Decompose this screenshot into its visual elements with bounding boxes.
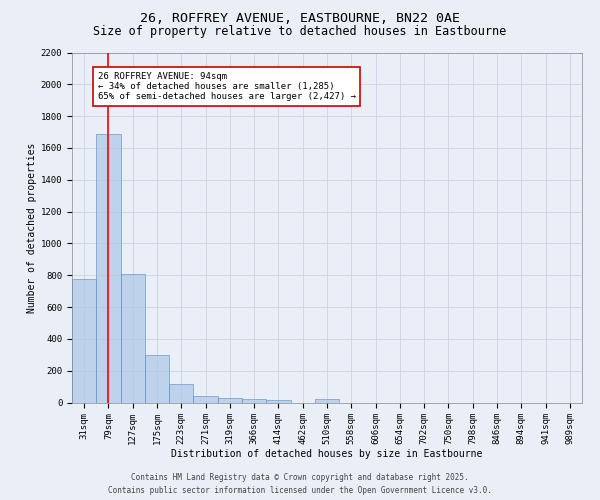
Bar [169, 384, 193, 402]
X-axis label: Distribution of detached houses by size in Eastbourne: Distribution of detached houses by size … [172, 448, 482, 458]
Text: Contains HM Land Registry data © Crown copyright and database right 2025.
Contai: Contains HM Land Registry data © Crown c… [108, 474, 492, 495]
Bar [96, 134, 121, 402]
Bar [121, 274, 145, 402]
Text: 26, ROFFREY AVENUE, EASTBOURNE, BN22 0AE: 26, ROFFREY AVENUE, EASTBOURNE, BN22 0AE [140, 12, 460, 26]
Text: 26 ROFFREY AVENUE: 94sqm
← 34% of detached houses are smaller (1,285)
65% of sem: 26 ROFFREY AVENUE: 94sqm ← 34% of detach… [97, 72, 355, 102]
Bar [315, 400, 339, 402]
Bar [242, 400, 266, 402]
Text: Size of property relative to detached houses in Eastbourne: Size of property relative to detached ho… [94, 25, 506, 38]
Bar [266, 400, 290, 402]
Bar [145, 355, 169, 403]
Y-axis label: Number of detached properties: Number of detached properties [26, 142, 37, 312]
Bar [72, 279, 96, 402]
Bar [193, 396, 218, 402]
Bar [218, 398, 242, 402]
